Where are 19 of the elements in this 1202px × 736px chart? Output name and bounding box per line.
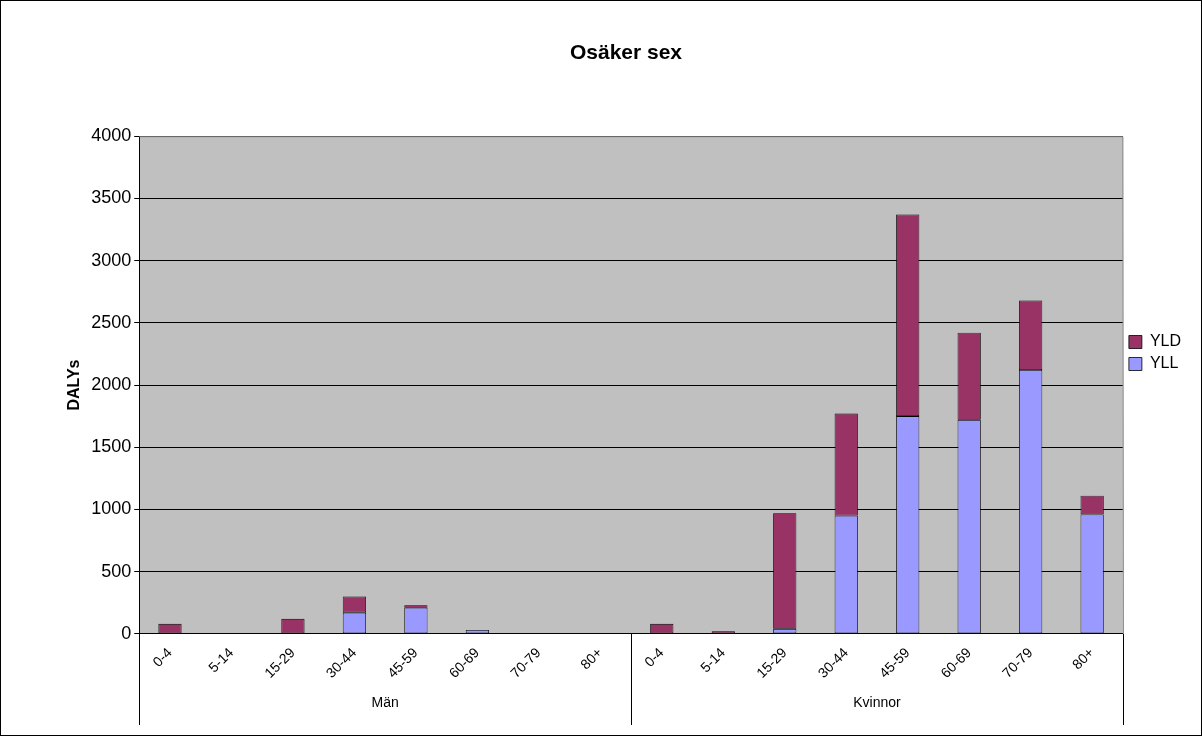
- text: Män: [371, 693, 399, 710]
- x-tick-label: 80+: [577, 644, 606, 673]
- y-tick-label: 4000: [91, 125, 132, 146]
- chart-title: Osäker sex: [569, 40, 683, 64]
- y-axis-title: DALYs: [65, 359, 83, 411]
- y-tick-label: 3000: [91, 249, 132, 270]
- y-tick-label: 1500: [91, 436, 132, 457]
- y-tick-label: 1000: [91, 498, 132, 519]
- x-tick-label: 80+: [1068, 644, 1097, 673]
- y-tick-label: 3500: [91, 187, 132, 208]
- legend-label: YLD: [1149, 332, 1181, 350]
- x-tick-label: 0-4: [149, 644, 175, 670]
- y-tick-label: 500: [101, 560, 132, 581]
- x-tick-label: 0-4: [641, 644, 667, 670]
- legend-label: YLL: [1149, 354, 1179, 372]
- y-tick-label: 0: [121, 622, 132, 643]
- y-tick-label: 2500: [91, 311, 132, 332]
- text: Kvinnor: [853, 693, 902, 710]
- y-tick-label: 2000: [91, 373, 132, 394]
